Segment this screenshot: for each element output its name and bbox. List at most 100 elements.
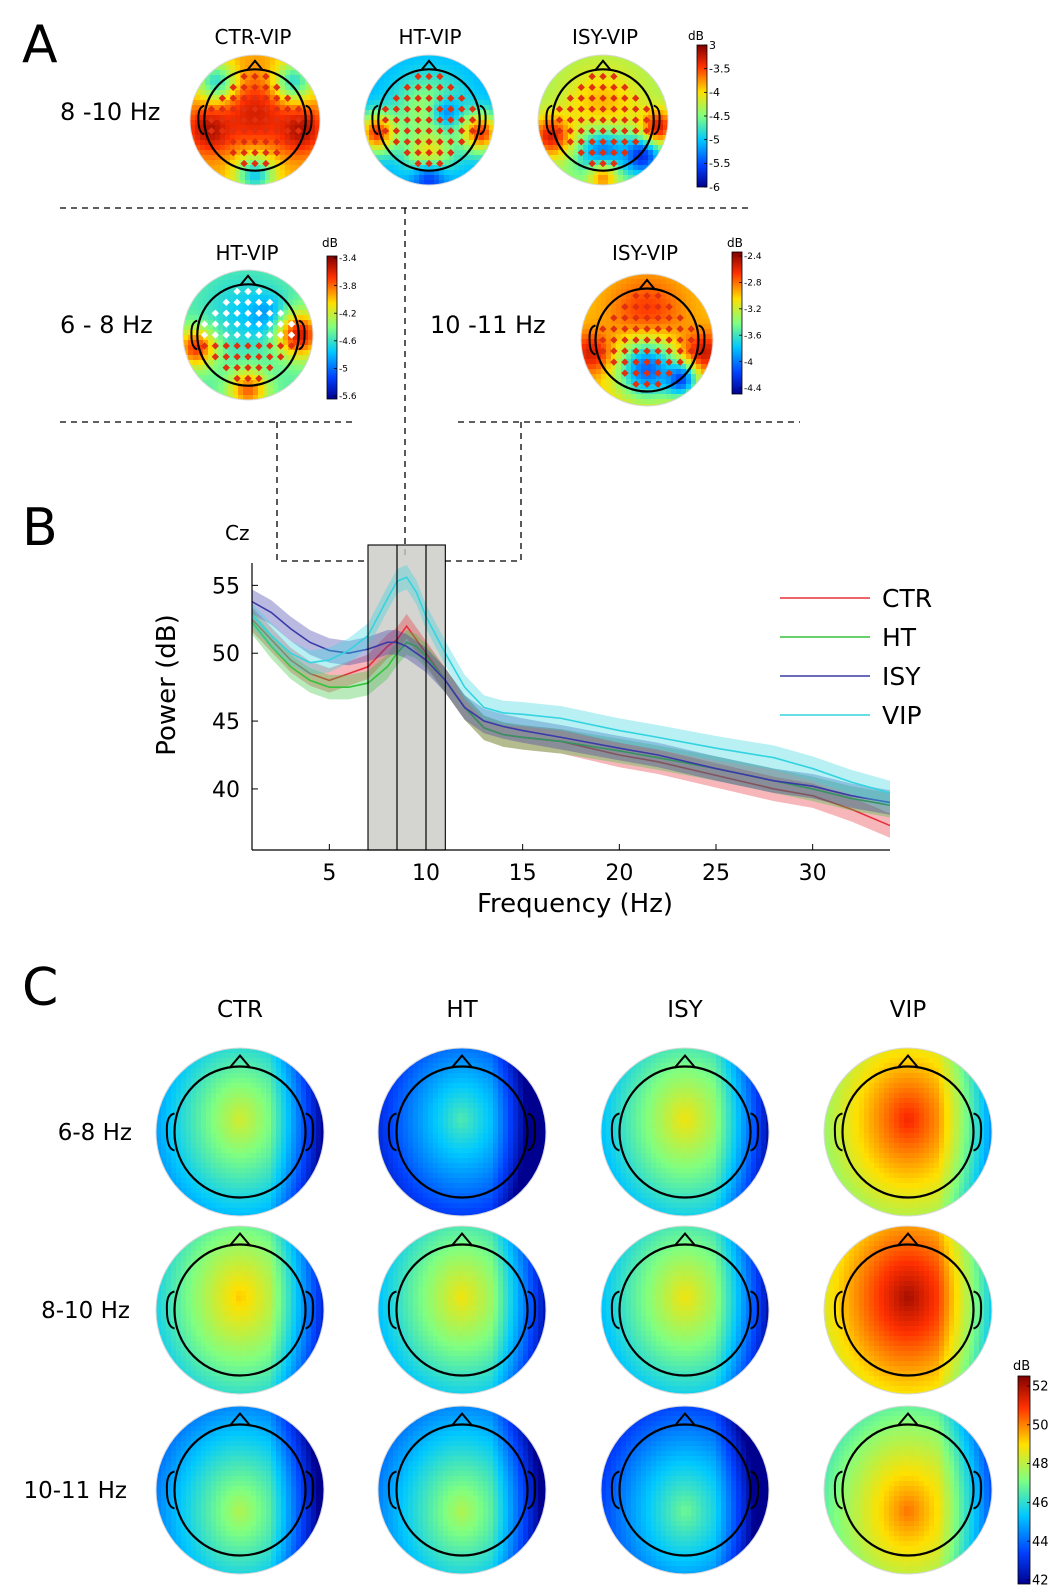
topomap-cell (408, 1128, 414, 1134)
topomap-cell (196, 1123, 202, 1129)
topomap-cell (300, 115, 306, 121)
topomap-cell (388, 1148, 394, 1154)
electrode-marker (283, 127, 292, 135)
topomap-cell (283, 315, 289, 321)
topomap-cell (618, 120, 624, 126)
topomap-cell (225, 180, 231, 185)
topomap-cell (463, 1118, 469, 1124)
topomap-cell (628, 105, 634, 111)
topomap-cell (404, 70, 410, 76)
topomap-cell (493, 1128, 499, 1134)
topomap-cell (523, 1083, 529, 1089)
topomap-cell (583, 130, 589, 136)
topomap-cell (538, 125, 544, 131)
topomap-cell (418, 1128, 424, 1134)
topomap-cell (648, 140, 654, 146)
topomap-cell (193, 330, 199, 336)
topomap-cell (208, 275, 214, 281)
topomap-cell (449, 155, 455, 161)
electrode-marker (229, 105, 237, 113)
topomap-cell (453, 1108, 459, 1114)
topomap-cell (636, 294, 642, 300)
topomap-cell (383, 1143, 389, 1149)
topomap-cell (266, 1138, 272, 1144)
topomap-cell (186, 1193, 192, 1199)
electrode-marker (251, 105, 259, 113)
topomap-cell (661, 399, 667, 405)
topomap-cell (286, 1153, 292, 1159)
topomap-cell (273, 345, 279, 351)
topomap-cell (211, 1158, 217, 1164)
topomap-cell (216, 1133, 222, 1139)
topomap-cell (518, 1143, 524, 1149)
topomap-cell (631, 389, 637, 395)
topomap-cell (236, 1083, 242, 1089)
topomap-cell (399, 135, 405, 141)
topomap-cell (621, 394, 627, 400)
topomap-cell (283, 330, 289, 336)
topomap-cell (454, 150, 460, 156)
topomap-cell (573, 120, 579, 126)
topomap-cell (286, 1168, 292, 1174)
topomap-cell (469, 150, 475, 156)
electrode-marker (654, 292, 662, 300)
topomap-cell (473, 1113, 479, 1119)
topomap-cell (383, 1128, 389, 1134)
topomap-cell (379, 115, 385, 121)
topomap-cell (223, 375, 229, 381)
topomap-cell (205, 150, 211, 156)
topomap-cell (253, 370, 259, 376)
topomap-cell (448, 1108, 454, 1114)
topomap-cell (235, 170, 241, 176)
topomap-cell (276, 1133, 282, 1139)
topomap-cell (484, 125, 490, 131)
topomap-cell (276, 1198, 282, 1204)
topomap-cell (593, 155, 599, 161)
topomap-cell (434, 60, 440, 66)
topomap-cell (583, 60, 589, 66)
topomap-cell (453, 1048, 459, 1054)
topomap-cell (215, 95, 221, 101)
electrode-marker (436, 83, 444, 92)
topomap-cell (298, 305, 304, 311)
topomap-cell (418, 1073, 424, 1079)
topomap-cell (186, 1128, 192, 1134)
topomap-cell (598, 170, 604, 176)
topomap-cell (205, 80, 211, 86)
topomap-cell (250, 110, 256, 116)
topomap-cell (256, 1198, 262, 1204)
topomap-cell (468, 1093, 474, 1099)
electrode-marker (643, 303, 651, 311)
topomap-cell (283, 340, 289, 346)
topomap-cell (198, 320, 204, 326)
topomap-cell (383, 1133, 389, 1139)
topomap-cell (291, 1133, 297, 1139)
topomap-cell (231, 1168, 237, 1174)
topomap-cell (513, 1113, 519, 1119)
topomap-cell (273, 360, 279, 366)
topomap-cell (276, 1168, 282, 1174)
topomap-cell (686, 394, 692, 400)
topomap-cell (573, 150, 579, 156)
topomap-cell (423, 1083, 429, 1089)
topomap-cell (310, 100, 316, 106)
electrode-marker (687, 347, 695, 355)
topomap-cell (288, 370, 294, 376)
topomap-cell (523, 1133, 529, 1139)
topomap-cell (498, 1118, 504, 1124)
topomap-cell (409, 80, 415, 86)
topomap-cell (195, 125, 201, 131)
topomap-cell (483, 1053, 489, 1059)
topomap-cell (245, 165, 251, 171)
topomap-cell (198, 340, 204, 346)
topomap-cell (478, 1093, 484, 1099)
topomap-cell (260, 80, 266, 86)
topomap-cell (243, 285, 249, 291)
topomap-cell (379, 120, 385, 126)
topomap-cell (454, 105, 460, 111)
topomap-cell (286, 1133, 292, 1139)
topomap-cell (281, 1183, 287, 1189)
topomap-cell (439, 115, 445, 121)
topomap-cell (648, 130, 654, 136)
electrode-marker (621, 336, 629, 344)
